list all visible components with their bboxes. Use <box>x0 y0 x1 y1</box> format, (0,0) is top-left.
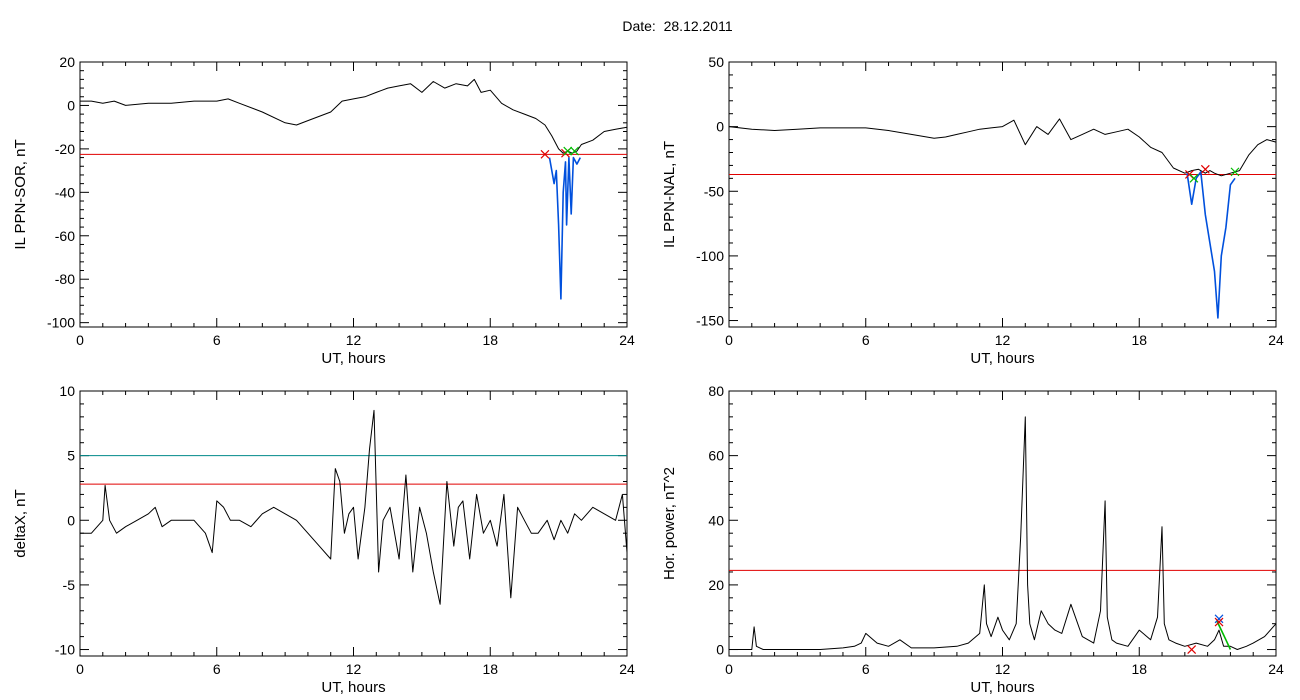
y-tick-label: -40 <box>55 184 75 200</box>
x-axis-label: UT, hours <box>970 350 1034 367</box>
event-marker <box>540 149 550 159</box>
marker-stroke <box>563 146 573 156</box>
x-tick-label: 24 <box>619 332 635 348</box>
event-marker <box>1200 164 1210 174</box>
y-tick-label: 0 <box>716 119 724 135</box>
x-tick-label: 24 <box>619 661 635 677</box>
event-marker <box>1230 167 1240 177</box>
y-tick-label: 40 <box>708 512 724 528</box>
marker-stroke <box>1200 164 1210 174</box>
y-tick-label: -10 <box>55 642 75 658</box>
panel-2: 0 6 12 18 24 -150 -100 -50 0 50 UT, hours IL PPN-NA… <box>661 54 1284 367</box>
y-tick-label: 0 <box>716 642 724 658</box>
x-tick-label: 0 <box>725 332 733 348</box>
marker-stroke <box>1214 614 1224 624</box>
x-tick-label: 6 <box>213 332 221 348</box>
series-line-2 <box>548 156 582 300</box>
marker-stroke <box>1187 645 1197 654</box>
panel-3: 0 6 12 18 24 -10 -5 0 5 10 UT, hours deltaX, nT <box>12 383 635 696</box>
x-tick-label: 18 <box>482 661 498 677</box>
y-tick-label: 20 <box>708 577 724 593</box>
event-marker <box>1189 173 1199 183</box>
y-axis-label: deltaX, nT <box>12 489 29 557</box>
y-tick-label: -80 <box>55 271 75 287</box>
event-marker <box>570 146 580 156</box>
x-tick-label: 6 <box>213 661 221 677</box>
marker-stroke <box>540 149 550 159</box>
y-tick-label: 0 <box>67 512 75 528</box>
marker-stroke <box>570 146 580 156</box>
y-tick-label: 0 <box>67 97 75 113</box>
series-line-1 <box>729 416 1277 650</box>
y-tick-label: 80 <box>708 383 724 399</box>
y-tick-label: 5 <box>67 448 75 464</box>
y-tick-label: 20 <box>59 54 75 70</box>
panel-1: 0 6 12 18 24 -100 -80 -60 -40 -20 0 20 UT, hours IL P… <box>12 54 635 367</box>
panel-4: 0 6 12 18 24 0 20 40 60 80 UT, hours Hor. power, nT… <box>661 383 1284 696</box>
y-tick-label: -5 <box>63 577 76 593</box>
marker-stroke <box>1189 173 1199 183</box>
x-tick-label: 0 <box>76 661 84 677</box>
x-tick-label: 0 <box>76 332 84 348</box>
x-tick-label: 24 <box>1268 661 1284 677</box>
y-axis-label: IL PPN-NAL, nT <box>661 141 678 248</box>
y-tick-label: 10 <box>59 383 75 399</box>
series-line-1 <box>80 78 628 154</box>
x-tick-label: 12 <box>995 661 1011 677</box>
x-tick-label: 12 <box>346 661 362 677</box>
marker-stroke <box>1184 170 1194 179</box>
event-marker <box>1214 617 1224 627</box>
x-tick-label: 6 <box>862 332 870 348</box>
series-line-1 <box>80 409 628 605</box>
event-marker <box>1187 645 1197 654</box>
plot-frame <box>79 61 628 328</box>
event-marker <box>1214 614 1224 624</box>
plot-frame <box>728 390 1277 657</box>
x-tick-label: 12 <box>346 332 362 348</box>
y-tick-label: -150 <box>696 313 724 329</box>
y-tick-label: 60 <box>708 448 724 464</box>
event-marker <box>563 146 573 156</box>
y-tick-label: -20 <box>55 141 75 157</box>
y-tick-label: -100 <box>47 315 75 331</box>
y-axis-label: IL PPN-SOR, nT <box>12 139 29 249</box>
figure-title: Date: 28.12.2011 <box>622 18 733 34</box>
x-tick-label: 24 <box>1268 332 1284 348</box>
series-line-2 <box>1186 171 1236 319</box>
x-tick-label: 6 <box>862 661 870 677</box>
marker-stroke <box>1214 617 1224 627</box>
series-line-2 <box>1215 620 1232 650</box>
marker-stroke <box>1230 167 1240 177</box>
x-tick-label: 18 <box>1131 661 1147 677</box>
y-tick-label: 50 <box>708 54 724 70</box>
series-line-1 <box>728 118 1277 177</box>
x-tick-label: 12 <box>995 332 1011 348</box>
y-axis-label: Hor. power, nT^2 <box>661 467 678 580</box>
x-axis-label: UT, hours <box>321 679 385 696</box>
y-tick-label: -50 <box>704 183 724 199</box>
y-tick-label: -60 <box>55 228 75 244</box>
y-tick-label: -100 <box>696 248 724 264</box>
x-axis-label: UT, hours <box>321 350 385 367</box>
x-tick-label: 0 <box>725 661 733 677</box>
x-tick-label: 18 <box>1131 332 1147 348</box>
x-tick-label: 18 <box>482 332 498 348</box>
x-axis-label: UT, hours <box>970 679 1034 696</box>
